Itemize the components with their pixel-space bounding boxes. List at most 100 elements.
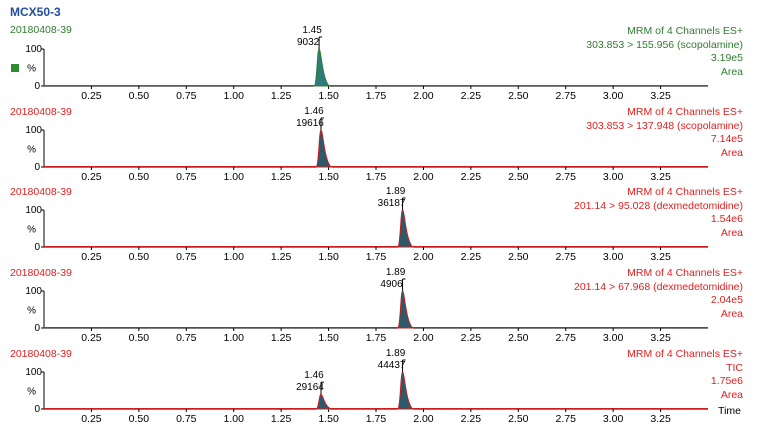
panel-3-x-tick-label: 1.25 — [271, 251, 292, 263]
panel-5-info: MRM of 4 Channels ES+ TIC 1.75e6 Area — [627, 348, 743, 402]
panel-3-x-tick-label: 2.00 — [413, 251, 434, 263]
panel-4-x-tick-label: 2.25 — [461, 332, 482, 344]
panel-4-x-tick-label: 0.75 — [176, 332, 197, 344]
panel-1-header: MRM of 4 Channels ES+ — [627, 25, 743, 37]
panel-2-transition: 303.853 > 137.948 (scopolamine) — [586, 119, 743, 132]
panel-1-y-axis-label: % — [27, 64, 36, 75]
panel-2-info: MRM of 4 Channels ES+ 303.853 > 137.948 … — [586, 106, 743, 160]
panel-3-peak-1 — [397, 209, 414, 248]
panel-3-x-tick-label: 3.00 — [603, 251, 624, 263]
panel-2-intensity: 7.14e5 — [710, 133, 743, 145]
panel-3-intensity: 1.54e6 — [710, 213, 743, 225]
panel-2-x-tick-label: 2.25 — [461, 171, 482, 183]
panel-2-x-tick-label: 0.50 — [129, 171, 150, 183]
panel-1-x-tick-label: 1.25 — [271, 90, 292, 102]
panel-4-sample-id: 20180408-39 — [10, 267, 72, 279]
panel-1-y-label-0: 0 — [34, 81, 40, 92]
panel-4-y-label-100: 100 — [25, 286, 42, 297]
panel-5-x-tick-label: 1.75 — [366, 413, 387, 425]
panel-4-x-tick-label: 3.00 — [603, 332, 624, 344]
panel-5-x-tick-label: 3.25 — [650, 413, 671, 425]
panel-1-x-tick-label: 2.50 — [508, 90, 529, 102]
panel-2-y-label-0: 0 — [34, 162, 40, 173]
panel-5-peak-2-area-label: 44437 — [378, 360, 406, 371]
panel-5-x-tick-label: 0.50 — [129, 413, 150, 425]
panel-5-intensity: 1.75e6 — [710, 375, 743, 387]
panel-2-peak-1 — [315, 129, 333, 168]
panel-4-x-tick-label: 1.25 — [271, 332, 292, 344]
panel-2-header: MRM of 4 Channels ES+ — [627, 106, 743, 118]
panel-4-y-axis-label: % — [27, 306, 36, 317]
panel-1-info: MRM of 4 Channels ES+ 303.853 > 155.956 … — [586, 25, 743, 79]
panel-3-y-label-0: 0 — [34, 242, 40, 253]
panel-5-x-axis-label: Time — [718, 405, 741, 417]
panel-3-transition: 201.14 > 95.028 (dexmedetomidine) — [574, 199, 743, 212]
panel-3-peak-1-area-label: 36187 — [378, 198, 406, 209]
panel-3-x-tick-label: 1.00 — [223, 251, 244, 263]
panel-5-x-tick-label: 2.75 — [555, 413, 576, 425]
panel-3-x-tick-label: 1.75 — [366, 251, 387, 263]
panel-4-transition: 201.14 > 67.968 (dexmedetomidine) — [574, 280, 743, 293]
panel-1-x-tick-label: 1.50 — [318, 90, 339, 102]
panel-3-x-tick-label: 2.50 — [508, 251, 529, 263]
panel-5-peak-2 — [397, 371, 414, 410]
panel-3-x-tick-label: 1.50 — [318, 251, 339, 263]
panel-1-x-tick-label: 3.25 — [650, 90, 671, 102]
panel-1-peak-1-rt-label: 1.45 — [302, 25, 322, 36]
panel-1-x-tick-label: 2.25 — [461, 90, 482, 102]
panel-2-sample-id: 20180408-39 — [10, 106, 72, 118]
panel-2-peak-1-area-label: 19616 — [296, 118, 324, 129]
panel-3-y-axis-label: % — [27, 225, 36, 236]
panel-5-x-tick-label: 1.50 — [318, 413, 339, 425]
panel-5-y-axis-label: % — [27, 387, 36, 398]
panel-4-x-tick-label: 2.50 — [508, 332, 529, 344]
panel-2-peak-1-rt-label: 1.46 — [304, 106, 324, 117]
panel-3-x-tick-label: 0.50 — [129, 251, 150, 263]
panel-4-mode: Area — [720, 307, 743, 320]
panel-1-x-tick-label: 0.25 — [81, 90, 102, 102]
panel-3-sample-id: 20180408-39 — [10, 186, 72, 198]
panel-5-peak-1 — [315, 393, 332, 410]
panel-1-peak-1-area-label: 9032 — [297, 37, 320, 48]
panel-5-mode: Area — [720, 388, 743, 401]
panel-5-x-tick-label: 0.25 — [81, 413, 102, 425]
panel-4-info: MRM of 4 Channels ES+ 201.14 > 67.968 (d… — [574, 267, 743, 321]
panel-2-x-tick-label: 0.75 — [176, 171, 197, 183]
page-title: MCX50-3 — [10, 5, 61, 19]
panel-5-x-tick-label: 3.00 — [603, 413, 624, 425]
panel-1-x-tick-label: 1.75 — [366, 90, 387, 102]
panel-3-x-tick-label: 2.75 — [555, 251, 576, 263]
panel-3-mode: Area — [720, 226, 743, 239]
panel-4-intensity: 2.04e5 — [710, 294, 743, 306]
panel-5-peak-2-rt-label: 1.89 — [386, 348, 406, 359]
panel-2-x-tick-label: 1.75 — [366, 171, 387, 183]
panel-4-header: MRM of 4 Channels ES+ — [627, 267, 743, 279]
panel-3-x-tick-label: 0.75 — [176, 251, 197, 263]
panel-4-x-tick-label: 3.25 — [650, 332, 671, 344]
panel-1-x-tick-label: 2.75 — [555, 90, 576, 102]
panel-4-x-tick-label: 0.50 — [129, 332, 150, 344]
panel-5-x-tick-label: 1.25 — [271, 413, 292, 425]
panel-5-header: MRM of 4 Channels ES+ — [627, 348, 743, 360]
selected-trace-marker[interactable] — [11, 64, 19, 72]
panel-1-x-tick-label: 2.00 — [413, 90, 434, 102]
panel-3-x-tick-label: 2.25 — [461, 251, 482, 263]
panel-5-sample-id: 20180408-39 — [10, 348, 72, 360]
panel-1-x-tick-label: 1.00 — [223, 90, 244, 102]
panel-5-x-tick-label: 0.75 — [176, 413, 197, 425]
panel-3-header: MRM of 4 Channels ES+ — [627, 186, 743, 198]
panel-2-x-tick-label: 3.25 — [650, 171, 671, 183]
panel-5-y-label-0: 0 — [34, 404, 40, 415]
panel-3-y-label-100: 100 — [25, 205, 42, 216]
panel-4-x-tick-label: 1.00 — [223, 332, 244, 344]
panel-1-intensity: 3.19e5 — [710, 52, 743, 64]
panel-4-x-tick-label: 1.75 — [366, 332, 387, 344]
panel-3-peak-1-rt-label: 1.89 — [386, 186, 406, 197]
panel-2-x-tick-label: 2.75 — [555, 171, 576, 183]
panel-5-y-label-100: 100 — [25, 367, 42, 378]
panel-5-x-tick-label: 2.00 — [413, 413, 434, 425]
panel-5-x-tick-label: 1.00 — [223, 413, 244, 425]
panel-4-peak-1 — [397, 290, 414, 329]
panel-2-x-tick-label: 1.00 — [223, 171, 244, 183]
panel-5-peak-1-rt-label: 1.46 — [304, 370, 324, 381]
